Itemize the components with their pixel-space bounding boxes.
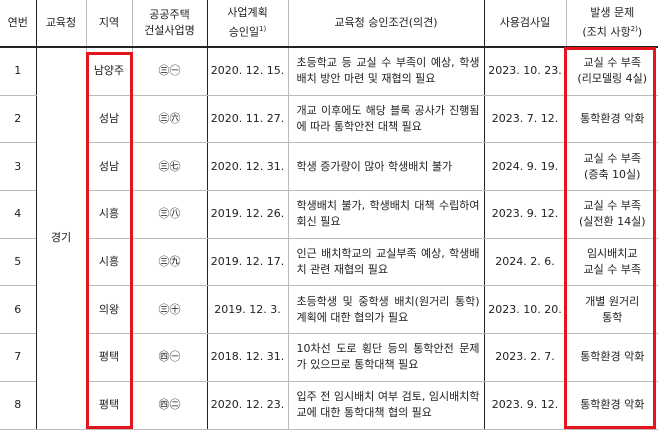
condition-cell: 인근 배치학교의 교실부족 예상, 학생배치 관련 재협의 필요 [287, 238, 484, 287]
project-cell: ㊂㊈ [131, 238, 207, 287]
header-problem-line1: 발생 문제 [590, 6, 635, 20]
condition-cell: 학생배치 불가, 학생배치 대책 수립하여 회신 필요 [287, 190, 484, 239]
project-cell: ㊃㊀ [131, 333, 207, 382]
problem-line2: (리모델링 4실) [577, 72, 648, 86]
approval-date-cell: 2020. 12. 23. [206, 381, 288, 430]
problem-line1: 통학환경 악화 [580, 398, 645, 412]
footnote-1: 1) [259, 25, 267, 34]
region-cell: 시흥 [85, 238, 132, 287]
problem-line1: 통학환경 악화 [580, 112, 645, 126]
row-no: 5 [0, 238, 36, 287]
table-row: 1 경기 남양주 ㊂㊀ 2020. 12. 15. 초등학교 등 교실 수 부족이 예상,… [0, 47, 658, 430]
problem-cell: 교실 수 부족 (실전환 14실) [565, 190, 658, 239]
condition-cell: 학생 증가량이 많아 학생배치 불가 [287, 142, 484, 192]
project-cell: ㊃㊁ [131, 381, 207, 430]
problem-cell: 통학환경 악화 [565, 333, 658, 382]
row-no: 3 [0, 142, 36, 192]
project-cell: ㊂㊇ [131, 190, 207, 239]
problem-line1: 교실 수 부족 [583, 56, 642, 70]
problem-cell: 교실 수 부족 (증축 10실) [565, 142, 658, 192]
header-approval-line2: 승인일 [228, 25, 260, 39]
condition-cell: 개교 이후에도 해당 블록 공사가 진행됨에 따라 통학안전 대책 필요 [287, 95, 484, 144]
project-cell: ㊂㊆ [131, 142, 207, 192]
row-no: 8 [0, 381, 36, 430]
inspection-date-cell: 2023. 9. 12. [483, 190, 566, 239]
region-cell: 평택 [85, 381, 132, 430]
problem-line1: 교실 수 부족 [583, 199, 642, 213]
header-region: 지역 [85, 0, 132, 48]
condition-cell: 입주 전 임시배치 여부 검토, 임시배치학교에 대한 통학대책 협의 필요 [287, 381, 484, 430]
footnote-2: 2) [630, 25, 638, 34]
header-inspection: 사용검사일 [483, 0, 566, 48]
header-office: 교육청 [35, 0, 86, 48]
problem-cell: 교실 수 부족 (리모델링 4실) [565, 47, 658, 96]
header-problem-close: ) [637, 25, 643, 39]
inspection-date-cell: 2024. 2. 6. [483, 238, 566, 287]
problem-line1: 교실 수 부족 [583, 151, 642, 165]
table-row: 8 평택 ㊃㊁ 2020. 12. 23. 입주 전 임시배치 여부 검토, 임시배치학… [0, 381, 658, 430]
table-row: 5 시흥 ㊂㊈ 2019. 12. 17. 인근 배치학교의 교실부족 예상, 학생배치… [0, 238, 658, 287]
approval-date-cell: 2018. 12. 31. [206, 333, 288, 382]
problem-cell: 통학환경 악화 [565, 381, 658, 430]
header-project-line2: 건설사업명 [144, 24, 195, 37]
table-row: 4 시흥 ㊂㊇ 2019. 12. 26. 학생배치 불가, 학생배치 대책 수립하여 … [0, 190, 658, 239]
inspection-date-cell: 2023. 10. 20. [483, 285, 566, 335]
table-row: 7 평택 ㊃㊀ 2018. 12. 31. 10차선 도로 횡단 등의 통학안전 문제가… [0, 333, 658, 382]
region-cell: 평택 [85, 333, 132, 382]
table-row: 3 성남 ㊂㊆ 2020. 12. 31. 학생 증가량이 많아 학생배치 불가 2024… [0, 142, 658, 192]
header-problem-line2: (조치 사항 [582, 25, 631, 39]
inspection-date-cell: 2023. 9. 12. [483, 381, 566, 430]
condition-cell: 10차선 도로 횡단 등의 통학안전 문제가 있으므로 통학대책 필요 [287, 333, 484, 382]
problem-line1: 개별 원거리 [585, 294, 640, 308]
region-cell: 시흥 [85, 190, 132, 239]
office-cell: 경기 [35, 47, 86, 430]
condition-cell: 초등학생 및 중학생 배치(원거리 통학)계획에 대한 협의가 필요 [287, 285, 484, 335]
row-no: 6 [0, 285, 36, 335]
problem-line2: 통학 [602, 310, 623, 324]
problem-line2: 교실 수 부족 [583, 263, 642, 277]
condition-cell: 초등학교 등 교실 수 부족이 예상, 학생배치 방안 마련 및 재협의 필요 [287, 47, 484, 96]
inspection-date-cell: 2024. 9. 19. [483, 142, 566, 192]
header-no: 연번 [0, 0, 36, 48]
region-cell: 성남 [85, 95, 132, 144]
header-condition: 교육청 승인조건(의견) [287, 0, 484, 48]
inspection-date-cell: 2023. 10. 23. [483, 47, 566, 96]
inspection-date-cell: 2023. 7. 12. [483, 95, 566, 144]
project-cell: ㊂㊉ [131, 285, 207, 335]
region-cell: 의왕 [85, 285, 132, 335]
problem-line1: 통학환경 악화 [580, 350, 645, 364]
table-row: 6 의왕 ㊂㊉ 2019. 12. 3. 초등학생 및 중학생 배치(원거리 통학)계획… [0, 285, 658, 335]
header-approval-line1: 사업계획 [227, 6, 268, 20]
approval-date-cell: 2020. 12. 31. [206, 142, 288, 192]
problem-line1: 임시배치교 [586, 247, 638, 261]
problem-line2: (실전환 14실) [578, 215, 646, 229]
approval-date-cell: 2019. 12. 17. [206, 238, 288, 287]
project-cell: ㊂㊅ [131, 95, 207, 144]
problem-line2: (증축 10실) [584, 167, 641, 181]
approval-date-cell: 2020. 12. 15. [206, 47, 288, 96]
approval-date-cell: 2019. 12. 3. [206, 285, 288, 335]
project-cell: ㊂㊀ [131, 47, 207, 96]
header-problem: 발생 문제 (조치 사항2)) [565, 0, 658, 48]
approval-date-cell: 2020. 11. 27. [206, 95, 288, 144]
row-no: 1 [0, 47, 36, 96]
row-no: 2 [0, 95, 36, 144]
row-no: 4 [0, 190, 36, 239]
inspection-date-cell: 2023. 2. 7. [483, 333, 566, 382]
approval-date-cell: 2019. 12. 26. [206, 190, 288, 239]
row-no: 7 [0, 333, 36, 382]
problem-cell: 통학환경 악화 [565, 95, 658, 144]
region-cell: 성남 [85, 142, 132, 192]
table-row: 2 성남 ㊂㊅ 2020. 11. 27. 개교 이후에도 해당 블록 공사가 진행됨에… [0, 95, 658, 144]
region-cell: 남양주 [85, 47, 132, 96]
header-project-line1: 공공주택 [149, 8, 190, 21]
